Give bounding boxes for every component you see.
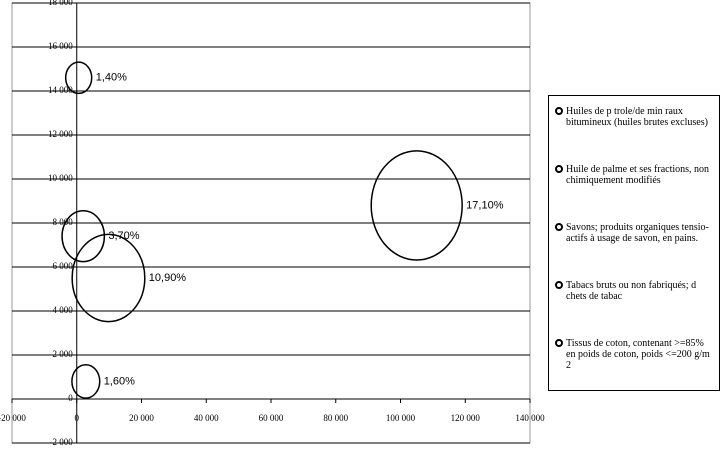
y-tick-label: 18 000 xyxy=(48,0,73,7)
data-label: 17,10% xyxy=(466,199,504,211)
data-label: 3,70% xyxy=(108,230,139,242)
x-tick-label: 20 000 xyxy=(129,413,154,423)
legend-marker xyxy=(555,107,563,115)
y-tick-label: 6 000 xyxy=(53,261,74,271)
legend-label: Tabacs bruts ou non fabriqués; d chets d… xyxy=(566,280,697,302)
x-tick-label: 80 000 xyxy=(323,413,348,423)
x-tick-label: 40 000 xyxy=(194,413,219,423)
y-tick-label: 2 000 xyxy=(53,349,74,359)
legend-label: Tissus de coton, contenant >=85% en poid… xyxy=(566,338,710,371)
x-tick-label: 120 000 xyxy=(451,413,481,423)
legend-item: Tabacs bruts ou non fabriqués; d chets d… xyxy=(555,280,715,338)
legend-item: Tissus de coton, contenant >=85% en poid… xyxy=(555,338,715,396)
data-label: 1,60% xyxy=(104,375,135,387)
bubble xyxy=(370,150,463,261)
bubble xyxy=(61,210,106,263)
bubble xyxy=(64,61,93,95)
y-tick-label: 14 000 xyxy=(48,85,73,95)
x-tick-label: 60 000 xyxy=(259,413,284,423)
legend-label: Savons; produits organiques tensio-actif… xyxy=(566,222,709,244)
legend-item: Savons; produits organiques tensio-actif… xyxy=(555,222,715,280)
y-tick-label: -2 000 xyxy=(50,437,74,447)
legend-marker xyxy=(555,223,563,231)
y-tick-label: 16 000 xyxy=(48,41,73,51)
bubble xyxy=(71,233,146,323)
legend-item: Huiles de p trole/de min raux bitumineux… xyxy=(555,106,715,164)
y-tick-label: 8 000 xyxy=(53,217,74,227)
bubble xyxy=(71,363,101,399)
y-tick-label: 0 xyxy=(68,393,73,403)
x-tick-label: 100 000 xyxy=(386,413,416,423)
legend-marker xyxy=(555,339,563,347)
legend-label: Huiles de p trole/de min raux bitumineux… xyxy=(566,106,708,128)
data-label: 1,40% xyxy=(96,72,127,84)
chart: -2 000 0 2 000 4 000 6 000 8 000 10 000 12 000 1… xyxy=(0,0,545,447)
y-tick-label: 10 000 xyxy=(48,173,73,183)
legend: Huiles de p trole/de min raux bitumineux… xyxy=(548,95,720,391)
y-tick-label: 4 000 xyxy=(53,305,74,315)
legend-label: Huile de palme et ses fractions, non chi… xyxy=(566,164,710,186)
legend-marker xyxy=(555,165,563,173)
y-tick-label: 12 000 xyxy=(48,129,73,139)
legend-item: Huile de palme et ses fractions, non chi… xyxy=(555,164,715,222)
x-tick-label: 140 000 xyxy=(515,413,545,423)
x-tick-label: -20 000 xyxy=(0,413,26,423)
data-label: 10,90% xyxy=(149,272,187,284)
legend-marker xyxy=(555,281,563,289)
